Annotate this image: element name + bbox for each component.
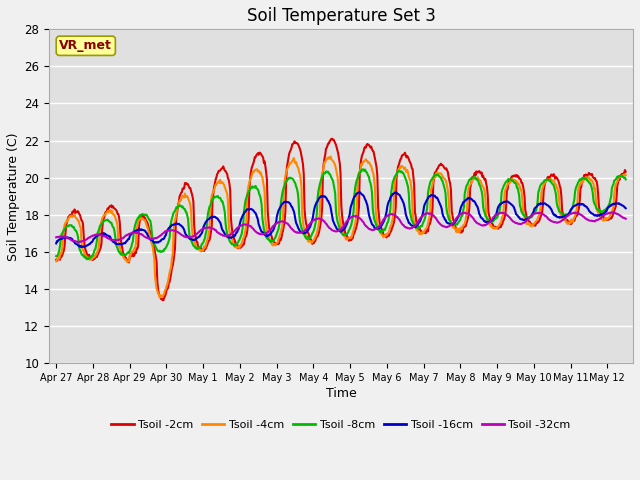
Text: VR_met: VR_met [60, 39, 112, 52]
Tsoil -32cm [54, 234, 62, 240]
Tsoil -32cm [296, 230, 304, 236]
Tsoil -4cm [622, 172, 630, 178]
Tsoil -2cm [622, 169, 630, 175]
Tsoil -16cm [463, 197, 470, 203]
Tsoil -4cm [317, 176, 325, 181]
Tsoil -8cm [54, 251, 62, 256]
X-axis label: Time: Time [326, 387, 356, 400]
Tsoil -32cm [317, 216, 325, 222]
Tsoil -8cm [463, 183, 470, 189]
Tsoil -32cm [622, 216, 630, 222]
Tsoil -2cm [328, 136, 336, 142]
Tsoil -32cm [74, 239, 81, 245]
Tsoil -16cm [622, 205, 630, 211]
Tsoil -8cm [317, 176, 325, 182]
Tsoil -16cm [317, 194, 325, 200]
Tsoil -4cm [296, 172, 304, 178]
Y-axis label: Soil Temperature (C): Soil Temperature (C) [7, 132, 20, 261]
Line: Tsoil -2cm: Tsoil -2cm [56, 139, 626, 300]
Tsoil -4cm [476, 178, 484, 183]
Tsoil -16cm [356, 189, 364, 195]
Tsoil -2cm [296, 146, 304, 152]
Tsoil -16cm [133, 228, 141, 234]
Legend: Tsoil -2cm, Tsoil -4cm, Tsoil -8cm, Tsoil -16cm, Tsoil -32cm: Tsoil -2cm, Tsoil -4cm, Tsoil -8cm, Tsoi… [107, 416, 575, 434]
Tsoil -4cm [463, 213, 470, 219]
Tsoil -32cm [461, 210, 469, 216]
Tsoil -2cm [52, 257, 60, 263]
Line: Tsoil -8cm: Tsoil -8cm [56, 169, 626, 259]
Tsoil -2cm [463, 221, 470, 227]
Title: Soil Temperature Set 3: Soil Temperature Set 3 [246, 7, 435, 25]
Tsoil -8cm [52, 253, 60, 259]
Tsoil -8cm [622, 177, 630, 182]
Tsoil -16cm [296, 228, 304, 234]
Tsoil -2cm [132, 250, 140, 256]
Tsoil -2cm [159, 298, 166, 303]
Tsoil -16cm [54, 237, 62, 243]
Line: Tsoil -32cm: Tsoil -32cm [56, 212, 626, 242]
Tsoil -8cm [133, 217, 141, 223]
Tsoil -4cm [52, 258, 60, 264]
Tsoil -2cm [54, 255, 62, 261]
Tsoil -32cm [476, 221, 483, 227]
Tsoil -2cm [317, 215, 325, 220]
Tsoil -32cm [52, 234, 60, 240]
Line: Tsoil -16cm: Tsoil -16cm [56, 192, 626, 247]
Tsoil -32cm [133, 230, 141, 236]
Tsoil -8cm [358, 167, 366, 172]
Tsoil -8cm [83, 256, 91, 262]
Tsoil -4cm [132, 241, 140, 247]
Tsoil -16cm [79, 244, 87, 250]
Tsoil -2cm [476, 169, 484, 175]
Tsoil -4cm [157, 294, 165, 300]
Line: Tsoil -4cm: Tsoil -4cm [56, 156, 626, 297]
Tsoil -16cm [476, 212, 484, 218]
Tsoil -4cm [54, 254, 62, 260]
Tsoil -4cm [327, 154, 335, 159]
Tsoil -32cm [608, 209, 616, 215]
Tsoil -8cm [296, 218, 304, 224]
Tsoil -8cm [476, 183, 484, 189]
Tsoil -16cm [52, 240, 60, 246]
